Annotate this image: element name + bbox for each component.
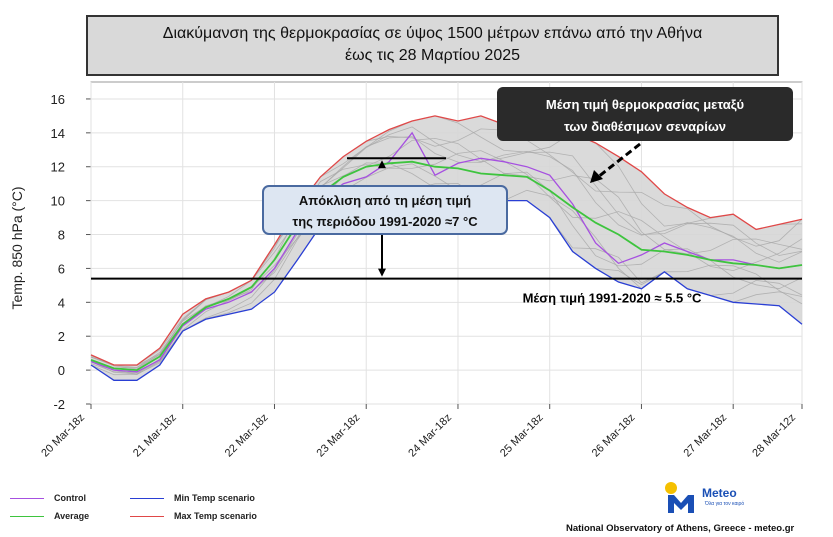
- y-axis-label: Temp. 850 hPa (°C): [9, 186, 25, 309]
- y-tick-label: 12: [51, 160, 65, 175]
- logo-subtitle: Όλα για τον καιρό: [705, 501, 745, 507]
- deviation-callout-box: [262, 185, 508, 235]
- series-line-max-temp-scenario: [90, 115, 803, 366]
- x-tick-label: 21 Mar-18z: [131, 412, 179, 460]
- y-tick-label: 16: [51, 92, 65, 107]
- y-tick-label: 2: [58, 329, 65, 344]
- legend-average-label: Average: [54, 511, 90, 521]
- x-tick-label: 28 Mar-12z: [750, 412, 798, 460]
- logo-text: Meteo: [702, 486, 737, 500]
- y-tick-label: 14: [51, 126, 65, 141]
- series-line-control: [90, 131, 803, 373]
- x-tick-label: 26 Mar-18z: [590, 412, 638, 460]
- deviation-arrowhead-down: [378, 268, 386, 277]
- x-tick-label: 22 Mar-18z: [223, 412, 271, 460]
- y-tick-label: 0: [58, 363, 65, 378]
- y-tick-label: 10: [51, 194, 65, 209]
- average-callout-line1: Μέση τιμή θερμοκρασίας μεταξύ: [546, 97, 745, 112]
- y-tick-label: 8: [58, 228, 65, 243]
- chart-title-line2: έως τις 28 Μαρτίου 2025: [344, 47, 521, 64]
- legend-max-swatch: [130, 516, 164, 518]
- legend-control-label: Control: [54, 493, 86, 503]
- legend-min-swatch: [130, 498, 164, 500]
- legend-min: Min Temp scenario: [130, 493, 255, 503]
- x-tick-label: 27 Mar-18z: [681, 412, 729, 460]
- average-callout-pointer-head: [590, 170, 603, 183]
- average-callout-pointer: [597, 142, 641, 179]
- x-tick-label: 24 Mar-18z: [406, 412, 454, 460]
- deviation-arrowhead-up: [378, 160, 386, 169]
- legend-control-swatch: [10, 498, 44, 500]
- legend-control: Control: [10, 493, 86, 503]
- legend-max-label: Max Temp scenario: [174, 511, 257, 521]
- y-tick-label: 6: [58, 261, 65, 276]
- legend-min-label: Min Temp scenario: [174, 493, 255, 503]
- legend-average-swatch: [10, 516, 44, 518]
- average-callout-line2: των διαθέσιμων σεναρίων: [564, 119, 726, 134]
- y-tick-label: 4: [58, 295, 65, 310]
- climate-mean-label: Μέση τιμή 1991-2020 ≈ 5.5 °C: [523, 291, 702, 306]
- average-callout-box: [497, 87, 793, 141]
- y-tick-label: -2: [53, 397, 65, 412]
- legend-max: Max Temp scenario: [130, 511, 257, 521]
- meteo-logo-icon: [665, 482, 694, 513]
- deviation-callout-line1: Απόκλιση από τη μέση τιμή: [299, 193, 471, 208]
- series-line-average: [90, 160, 803, 372]
- x-tick-label: 23 Mar-18z: [315, 412, 363, 460]
- x-tick-label: 20 Mar-18z: [39, 412, 87, 460]
- ensemble-member-line: [90, 163, 803, 375]
- ensemble-spread-area: [91, 115, 802, 381]
- chart-title: Διακύμανση της θερμοκρασίας σε ύψος 1500…: [86, 15, 779, 76]
- credit-text: National Observatory of Athens, Greece -…: [566, 523, 795, 534]
- x-tick-label: 25 Mar-18z: [498, 412, 546, 460]
- legend-average: Average: [10, 511, 89, 521]
- deviation-callout-line2: της περιόδου 1991-2020 ≈7 °C: [292, 214, 478, 229]
- chart-title-line1: Διακύμανση της θερμοκρασίας σε ύψος 1500…: [162, 25, 703, 42]
